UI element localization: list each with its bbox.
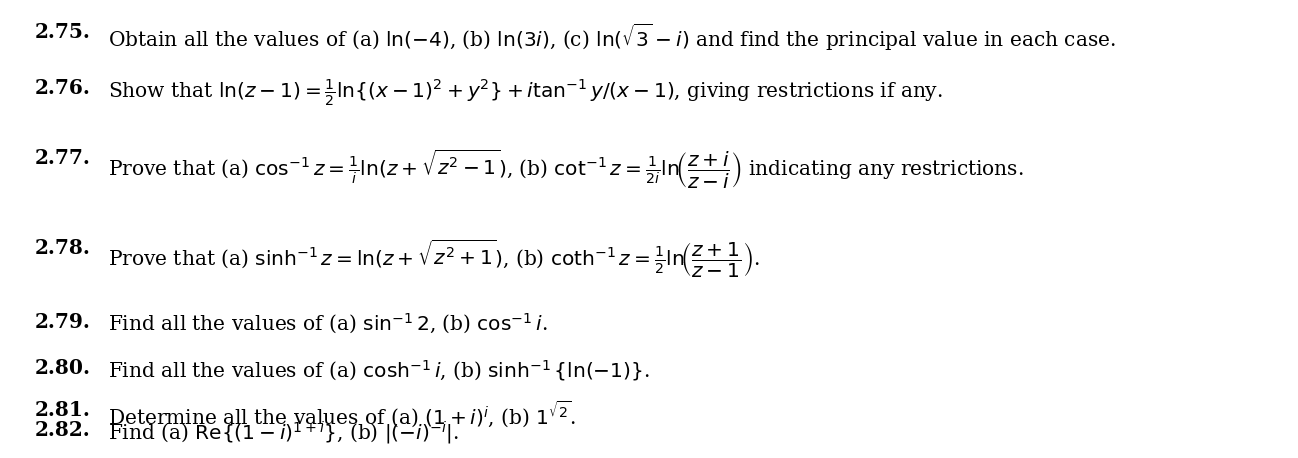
Text: 2.81.: 2.81. — [35, 400, 91, 420]
Text: 2.79.: 2.79. — [35, 312, 91, 332]
Text: Show that $\mathrm{ln}(z-1) = \frac{1}{2}\mathrm{ln}\{(x-1)^2+y^2\}+i\tan^{-1}y/: Show that $\mathrm{ln}(z-1) = \frac{1}{2… — [108, 78, 942, 108]
Text: Prove that (a) $\cos^{-1}z = \frac{1}{i}\mathrm{ln}(z+\sqrt{z^2-1})$, (b) $\cot^: Prove that (a) $\cos^{-1}z = \frac{1}{i}… — [108, 148, 1024, 191]
Text: 2.80.: 2.80. — [35, 358, 91, 378]
Text: Find (a) $\mathrm{Re}\{(1-i)^{1+i}\}$, (b) $|(-i)^{-i}|$.: Find (a) $\mathrm{Re}\{(1-i)^{1+i}\}$, (… — [108, 420, 459, 447]
Text: Determine all the values of (a) $(1+i)^i$, (b) $1^{\sqrt{2}}$.: Determine all the values of (a) $(1+i)^i… — [108, 400, 576, 431]
Text: Obtain all the values of (a) $\mathrm{ln}(-4)$, (b) $\mathrm{ln}(3i)$, (c) $\mat: Obtain all the values of (a) $\mathrm{ln… — [108, 22, 1116, 53]
Text: 2.77.: 2.77. — [35, 148, 91, 168]
Text: 2.78.: 2.78. — [35, 238, 91, 258]
Text: 2.82.: 2.82. — [35, 420, 91, 440]
Text: Find all the values of (a) $\sin^{-1}2$, (b) $\cos^{-1}i$.: Find all the values of (a) $\sin^{-1}2$,… — [108, 312, 548, 336]
Text: Find all the values of (a) $\cosh^{-1}i$, (b) $\sinh^{-1}\{\mathrm{ln}(-1)\}$.: Find all the values of (a) $\cosh^{-1}i$… — [108, 358, 650, 383]
Text: Prove that (a) $\sinh^{-1}z = \mathrm{ln}(z+\sqrt{z^2+1})$, (b) $\coth^{-1}z = \: Prove that (a) $\sinh^{-1}z = \mathrm{ln… — [108, 238, 759, 280]
Text: 2.75.: 2.75. — [35, 22, 91, 42]
Text: 2.76.: 2.76. — [35, 78, 91, 98]
